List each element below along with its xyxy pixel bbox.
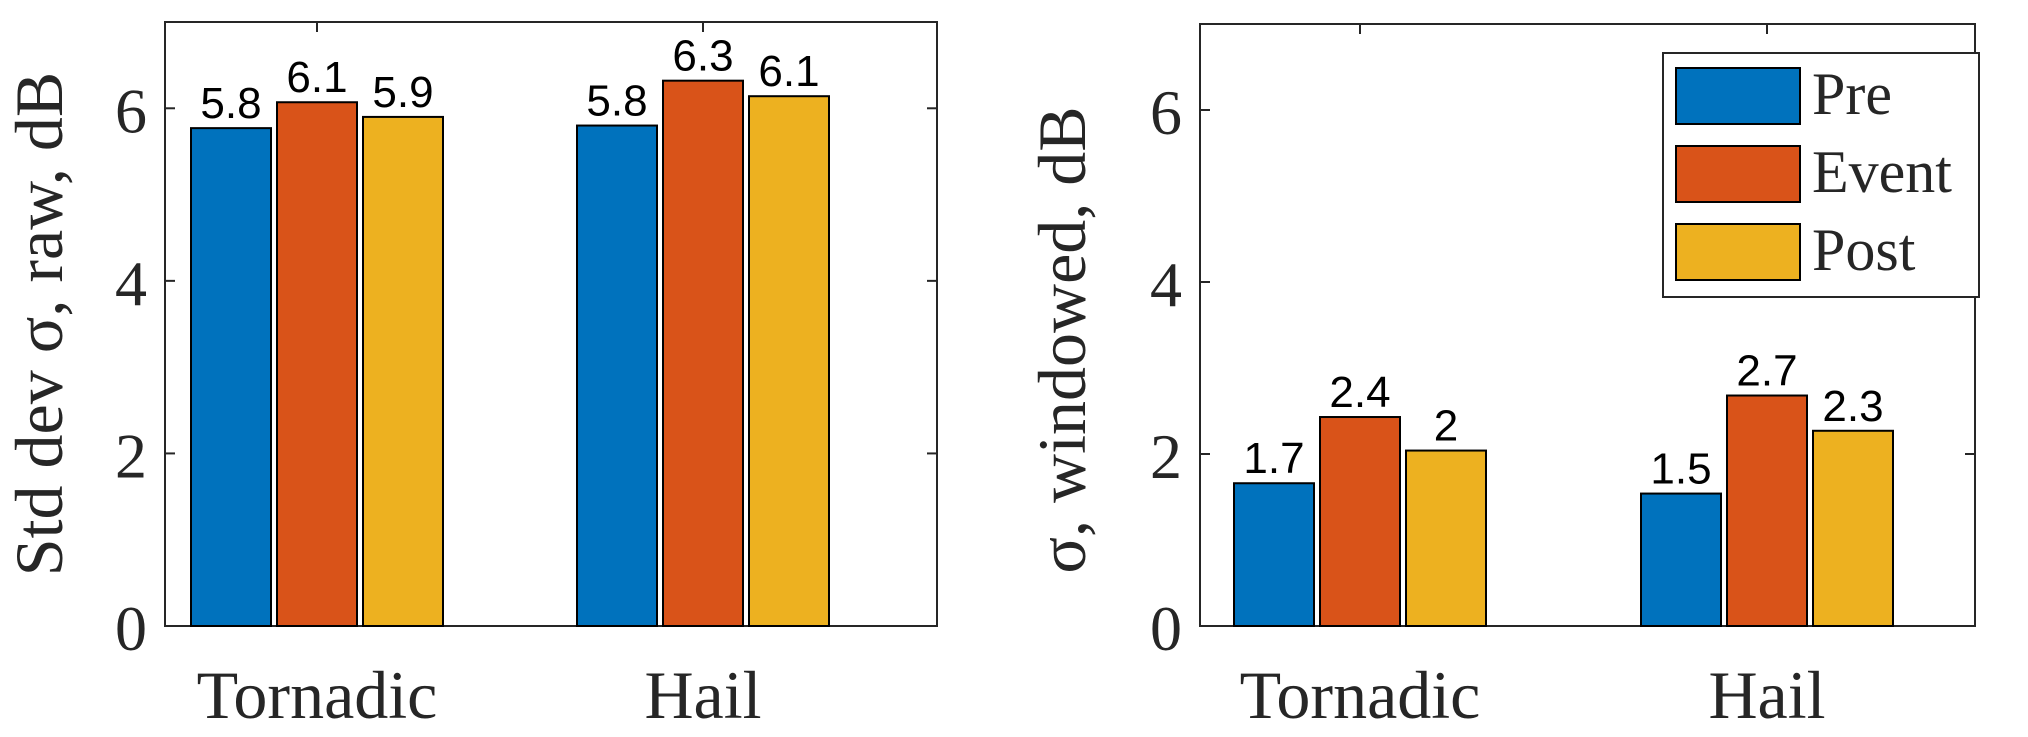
y-tick-label: 4 <box>115 248 147 319</box>
bar-pre <box>190 127 272 627</box>
data-label: 6.1 <box>286 53 347 102</box>
y-tick-label: 6 <box>1150 77 1182 148</box>
data-label: 5.8 <box>200 79 261 128</box>
category-label: Hail <box>644 657 761 733</box>
legend-label-pre: Pre <box>1812 61 1892 127</box>
legend-label-post: Post <box>1812 217 1916 283</box>
y-tick-label: 6 <box>115 75 147 146</box>
bar-pre <box>1640 492 1722 627</box>
bar-event <box>662 79 744 628</box>
category-label: Tornadic <box>197 657 438 733</box>
data-label: 6.1 <box>758 47 819 96</box>
data-label: 2.4 <box>1329 368 1390 417</box>
legend: Pre Event Post <box>1662 52 1980 298</box>
legend-swatch-event <box>1675 145 1801 203</box>
y-tick-label: 2 <box>1150 421 1182 492</box>
axes-box <box>164 21 938 627</box>
category-label: Tornadic <box>1240 657 1481 733</box>
bar-post <box>748 95 830 628</box>
bar-event <box>276 101 358 627</box>
data-label: 5.9 <box>372 68 433 117</box>
bar-post <box>1405 449 1487 627</box>
axes-box <box>1199 23 1976 627</box>
legend-label-event: Event <box>1812 139 1952 205</box>
data-label: 2.7 <box>1736 347 1797 396</box>
legend-swatch-post <box>1675 223 1801 281</box>
data-label: 1.7 <box>1243 434 1304 483</box>
data-label: 6.3 <box>672 32 733 81</box>
category-label: Hail <box>1708 657 1825 733</box>
y-axis-label: σ, windowed, dB <box>1024 106 1100 573</box>
bar-pre <box>576 124 658 628</box>
y-tick-label: 4 <box>1150 249 1182 320</box>
chart-panel-2: 0 2 4 6 Tornadic Hail 1.7 1.5 2.4 2.7 2 2.3 σ, windo… <box>1024 23 1980 733</box>
bar-event <box>1319 416 1401 627</box>
chart-panel-1: 0 2 4 6 Tornadic Hail 5.8 5.8 6.1 6.3 5.9 6.1 Std de… <box>1 21 938 733</box>
y-axis-label: Std dev σ, raw, dB <box>1 72 77 576</box>
bar-pre <box>1233 482 1315 627</box>
data-label: 2.3 <box>1822 382 1883 431</box>
data-label: 2 <box>1434 402 1458 451</box>
y-tick-label: 2 <box>115 420 147 491</box>
bar-post <box>362 115 444 628</box>
y-tick-label: 0 <box>115 593 147 664</box>
legend-swatch-pre <box>1675 67 1801 125</box>
bar-event <box>1726 394 1808 627</box>
y-tick-label: 0 <box>1150 593 1182 664</box>
bar-post <box>1812 429 1894 627</box>
data-label: 5.8 <box>586 77 647 126</box>
data-label: 1.5 <box>1650 445 1711 494</box>
